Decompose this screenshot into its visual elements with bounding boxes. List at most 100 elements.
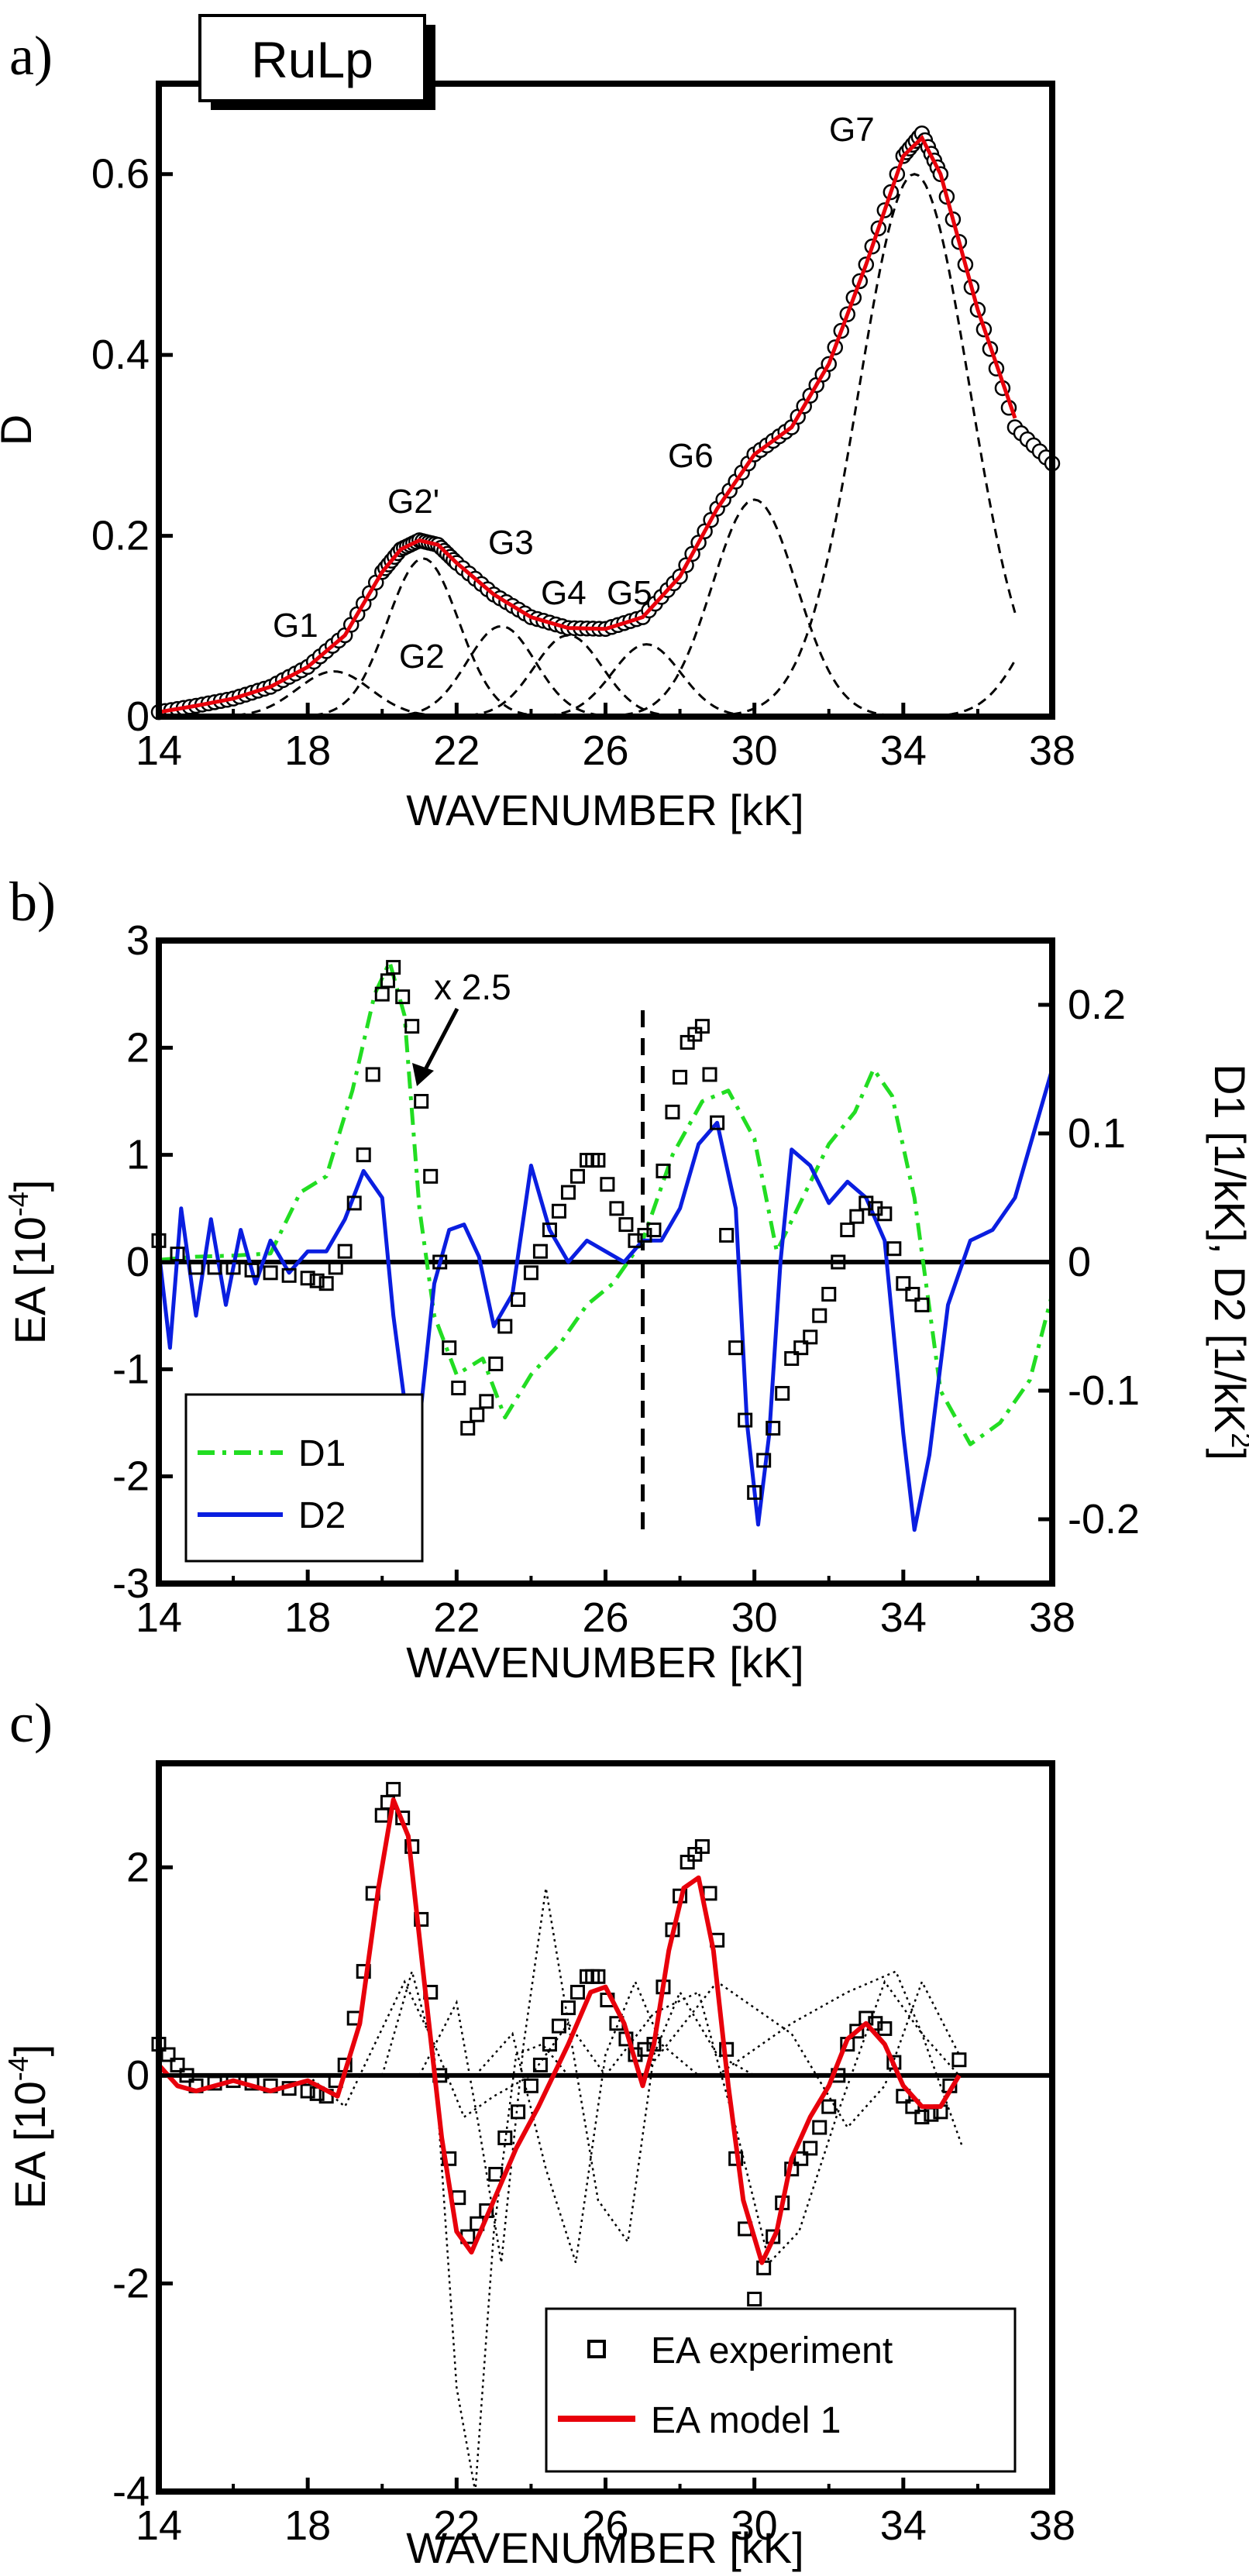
y-tick-label: 0.4 xyxy=(91,332,150,378)
ea-experiment-point xyxy=(356,1147,371,1163)
y-tick-label: 1 xyxy=(126,1132,150,1178)
x-tick-label: 14 xyxy=(136,1594,182,1641)
gauss-label-g7: G7 xyxy=(829,111,875,149)
ea-experiment-point xyxy=(702,1886,717,1901)
legend-c xyxy=(545,2307,1017,2473)
y-tick-label: -2 xyxy=(112,1453,150,1500)
plot-c-ticks: 14 18 22 26 30 34 38 2 0 -2 -4 xyxy=(112,1844,1075,2549)
ea-experiment-point xyxy=(281,1267,297,1283)
ea-experiment-point xyxy=(756,1453,772,1468)
ea-experiment-point xyxy=(374,1807,390,1823)
y-tick-label: 0.2 xyxy=(91,513,150,559)
scale-note: x 2.5 xyxy=(434,967,511,1007)
ea-experiment-point xyxy=(590,1153,606,1168)
ea-experiment-point xyxy=(188,1260,204,1275)
gauss-label-g2: G2 xyxy=(399,638,445,676)
d2-line xyxy=(157,1068,1055,1532)
x-tick-label: 22 xyxy=(433,2502,480,2549)
ea-experiment-point xyxy=(905,1287,920,1302)
ea-experiment-point xyxy=(793,1340,809,1356)
ea-experiment-point xyxy=(432,1254,448,1270)
gauss-label-g5: G5 xyxy=(607,574,652,612)
ea-experiment-point xyxy=(766,1420,781,1436)
ea-experiment-point xyxy=(886,1241,902,1257)
ea-experiment-point xyxy=(590,1969,606,1984)
ea-experiment-point xyxy=(728,1340,744,1356)
title-box xyxy=(198,14,426,102)
ea-experiment-point xyxy=(532,1243,548,1259)
ea-experiment-point xyxy=(395,989,411,1005)
ea-experiment-point xyxy=(840,1223,855,1237)
ea-experiment-point xyxy=(775,1385,790,1401)
ea-experiment-point xyxy=(451,1381,466,1396)
y-right-tick-label: -0.2 xyxy=(1068,1496,1140,1543)
ea-experiment-point xyxy=(160,2047,176,2062)
ea-experiment-point xyxy=(914,2110,930,2125)
ea-experiment-point xyxy=(812,1308,828,1323)
ea-experiment-point xyxy=(423,1168,439,1184)
y-tick-label: 0 xyxy=(126,1239,150,1285)
ea-experiment-point xyxy=(511,2104,526,2120)
ea-experiment-point xyxy=(618,1217,634,1233)
ea-experiment-point xyxy=(951,2052,967,2068)
ea-experiment-point xyxy=(569,1984,585,2000)
ea-experiment-point xyxy=(877,1206,893,1222)
ea-experiment-point xyxy=(680,1855,695,1870)
plot-b-ylabel: EA [10-4] xyxy=(2,1180,54,1345)
ea-experiment-point xyxy=(849,2024,865,2039)
y-tick-label: 0.6 xyxy=(91,151,150,198)
ea-experiment-point xyxy=(551,1203,566,1219)
ea-experiment-point xyxy=(225,1260,241,1275)
ea-experiment-point xyxy=(569,1168,585,1184)
plot-a-ticks: 14 18 22 26 30 34 38 0 0.2 0.4 0.6 xyxy=(91,151,1075,774)
y-right-tick-label: 0.2 xyxy=(1068,982,1126,1028)
gaussian-component-g8 xyxy=(159,659,1017,718)
legend-experiment-label: EA experiment xyxy=(651,2330,893,2371)
legend-d1-label: D1 xyxy=(298,1433,346,1474)
ea-experiment-point xyxy=(821,2099,837,2114)
x-tick-label: 34 xyxy=(880,1594,927,1641)
model-component-line xyxy=(381,1967,569,2492)
legend-b xyxy=(184,1393,424,1563)
legend-d2-label: D2 xyxy=(298,1495,346,1536)
ea-experiment-point xyxy=(497,1319,513,1334)
plot-b xyxy=(151,960,1055,1537)
y-right-tick-label: 0 xyxy=(1068,1239,1091,1285)
x-tick-label: 26 xyxy=(582,2502,628,2549)
ea-experiment-point xyxy=(337,1243,353,1259)
ea-experiment-point xyxy=(905,2099,920,2114)
y-tick-label: -1 xyxy=(112,1346,150,1392)
ea-experiment-point xyxy=(710,1115,725,1130)
x-tick-label: 34 xyxy=(880,727,927,774)
ea-experiment-point xyxy=(318,1276,334,1291)
ea-experiment-point xyxy=(263,1265,278,1281)
ea-experiment-point xyxy=(551,2018,566,2034)
ea-experiment-point xyxy=(414,1911,429,1927)
ea-experiment-point xyxy=(470,1407,485,1422)
ea-experiment-point xyxy=(673,1069,688,1085)
panel-c-label: c) xyxy=(9,1692,53,1754)
y-tick-label: 2 xyxy=(126,1024,150,1071)
ea-experiment-point xyxy=(719,1227,735,1243)
model-component-line xyxy=(530,1990,755,2244)
y-tick-label: -4 xyxy=(112,2468,150,2515)
ea-experiment-point xyxy=(687,1027,703,1042)
chart-title: RuLp xyxy=(251,31,373,88)
ea-experiment-point xyxy=(497,2130,513,2145)
ea-experiment-point xyxy=(179,2068,194,2083)
ea-experiment-point xyxy=(511,1291,526,1307)
ea-experiment-point xyxy=(460,1420,476,1436)
ea-experiment-point xyxy=(404,1019,420,1034)
ea-model-line xyxy=(157,1797,962,2265)
ea-experiment-point xyxy=(849,1209,865,1224)
ea-experiment-point xyxy=(532,2057,548,2072)
ea-experiment-point xyxy=(600,1177,615,1192)
ea-experiment-point xyxy=(687,1847,703,1862)
ea-experiment-point xyxy=(542,1223,557,1237)
y-right-tick-label: 0.1 xyxy=(1068,1110,1126,1157)
gauss-label-g2-prime: G2' xyxy=(387,483,439,521)
legend-model-label: EA model 1 xyxy=(651,2400,841,2441)
plot-b-xlabel: WAVENUMBER [kK] xyxy=(406,1638,803,1687)
ea-experiment-point xyxy=(207,1260,222,1275)
x-tick-label: 34 xyxy=(880,2502,927,2549)
